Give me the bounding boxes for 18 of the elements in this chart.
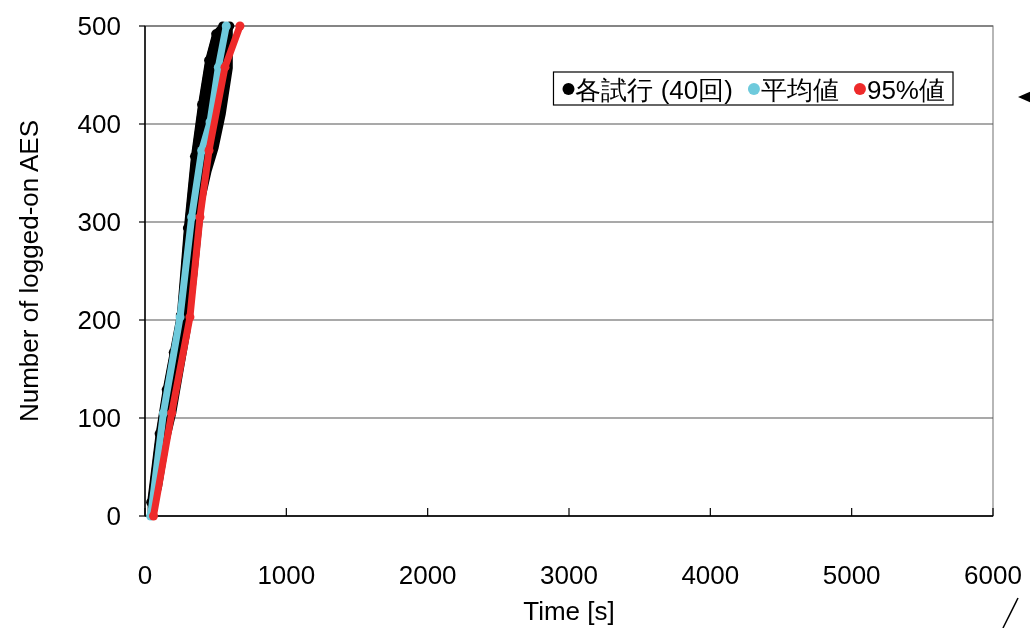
x-tick-label: 6000 (964, 560, 1022, 590)
y-tick-label: 100 (77, 403, 121, 433)
y-tick-label: 300 (77, 207, 121, 237)
legend-label: 平均値 (760, 75, 839, 105)
x-tick-label: 2000 (398, 560, 457, 590)
legend-label: 95%値 (866, 75, 945, 105)
x-axis-title: Time [s] (523, 596, 615, 626)
y-tick-label: 500 (77, 11, 121, 41)
y-tick-label: 400 (77, 109, 121, 139)
y-axis-title: Number of logged-on AES (14, 119, 44, 423)
y-tick-label: 0 (106, 501, 121, 531)
x-tick-label: 5000 (822, 560, 881, 590)
x-tick-label: 4000 (681, 560, 740, 590)
y-tick-label: 200 (77, 305, 121, 335)
x-tick-label: 1000 (257, 560, 316, 590)
x-tick-label: 0 (137, 560, 153, 590)
legend-label: 各試行 (40回) (575, 75, 733, 105)
x-tick-label: 3000 (540, 560, 598, 590)
